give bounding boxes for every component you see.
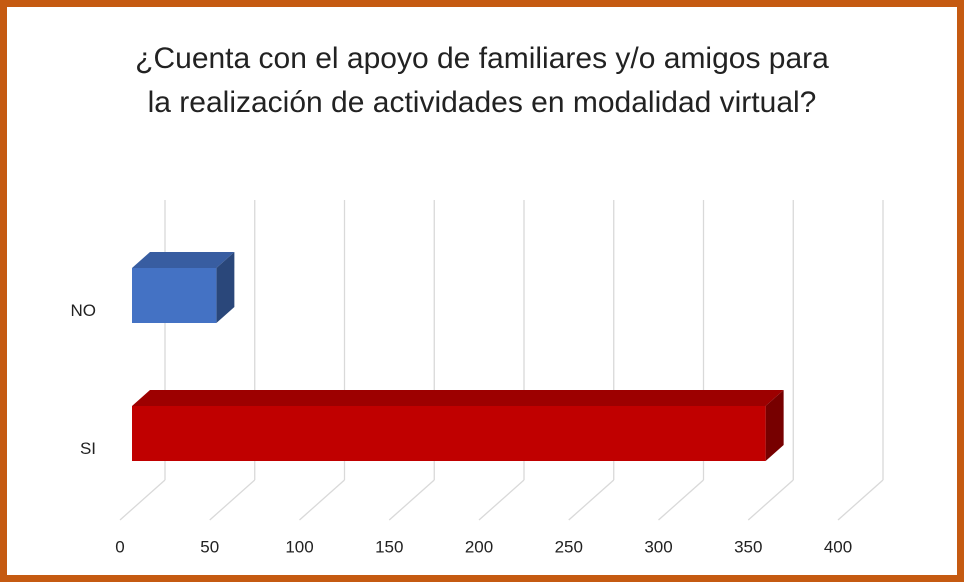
y-tick-label: SI — [80, 439, 96, 458]
x-tick-label: 100 — [285, 537, 313, 556]
floor-grid-line — [388, 479, 435, 521]
floor-grid-line — [299, 479, 345, 521]
x-tick-label: 200 — [465, 537, 493, 556]
bar — [132, 406, 766, 461]
x-tick-label: 350 — [734, 537, 762, 556]
y-tick-label: NO — [71, 301, 97, 320]
bar-top — [132, 390, 784, 406]
bar — [132, 268, 217, 323]
x-tick-label: 50 — [200, 537, 219, 556]
bar-top — [132, 252, 235, 268]
floor-grid-line — [747, 479, 794, 521]
chart-title: ¿Cuenta con el apoyo de familiares y/o a… — [135, 42, 829, 119]
floor-grid-line — [837, 479, 884, 521]
x-tick-label: 0 — [115, 537, 124, 556]
floor-grid-line — [478, 479, 525, 521]
x-tick-label: 300 — [644, 537, 672, 556]
x-tick-label: 400 — [824, 537, 852, 556]
bar-side — [216, 252, 235, 323]
floor-grid-line — [119, 479, 166, 521]
floor-grid-line — [209, 479, 256, 521]
floor-grid-line — [568, 479, 615, 521]
floor-grid-line — [658, 479, 704, 521]
x-tick-label: 250 — [555, 537, 583, 556]
x-tick-label: 150 — [375, 537, 403, 556]
bar-side — [765, 390, 784, 461]
